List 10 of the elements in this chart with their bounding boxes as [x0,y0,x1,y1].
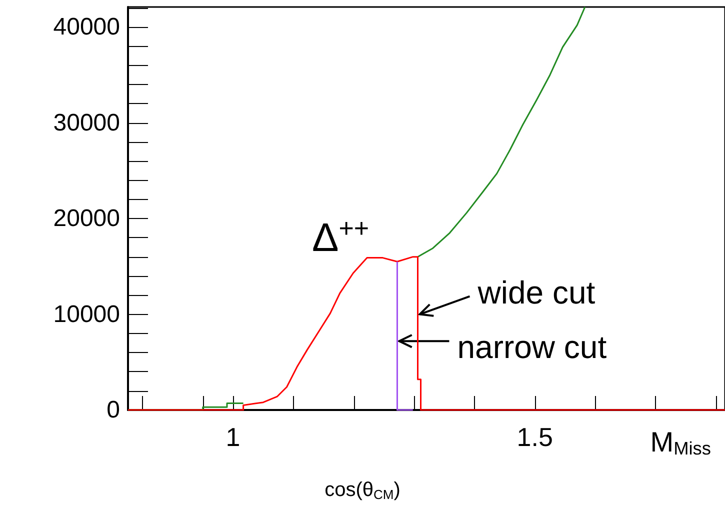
annotation: wide cut [476,274,596,310]
x-tick-label: 1 [226,422,240,452]
x-tick-label: 1.5 [516,422,553,452]
y-tick-label: 40000 [53,14,120,41]
annotation: Δ++ [312,213,370,260]
y-tick-label: 30000 [53,109,120,136]
y-tick-label: 0 [106,396,120,424]
annotation: narrow cut [457,329,607,366]
y-tick-label: 10000 [53,300,120,328]
y-tick-label: 20000 [53,205,120,232]
